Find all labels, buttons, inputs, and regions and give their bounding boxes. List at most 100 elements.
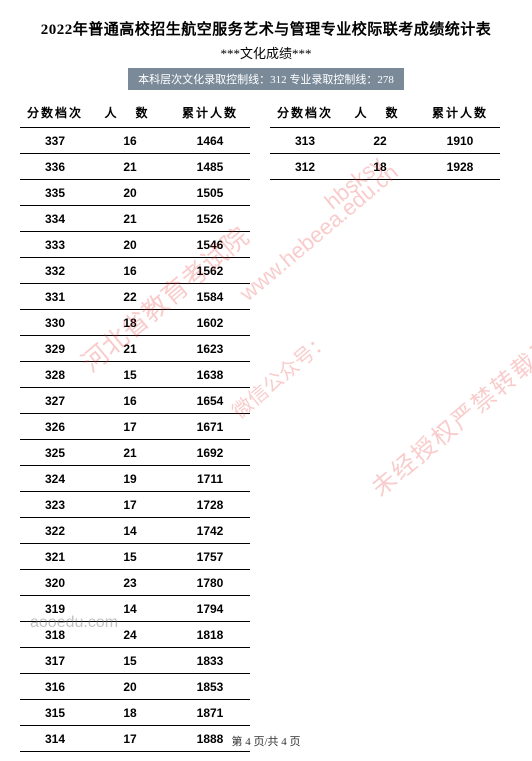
cell-score: 337 xyxy=(20,128,90,154)
cell-score: 334 xyxy=(20,206,90,232)
table-row: 330181602 xyxy=(20,310,250,336)
header-count: 人 数 xyxy=(90,98,170,128)
cell-cum: 1757 xyxy=(170,544,250,570)
cell-cum: 1711 xyxy=(170,466,250,492)
cell-score: 317 xyxy=(20,648,90,674)
table-row: 326171671 xyxy=(20,414,250,440)
page-container: 2022年普通高校招生航空服务艺术与管理专业校际联考成绩统计表 ***文化成绩*… xyxy=(0,0,532,752)
table-row: 323171728 xyxy=(20,492,250,518)
table-header-row: 分数档次 人 数 累计人数 xyxy=(270,98,500,128)
cell-count: 21 xyxy=(90,154,170,180)
cell-cum: 1584 xyxy=(170,284,250,310)
watermark-site: aooedu.com xyxy=(30,614,118,632)
cell-count: 21 xyxy=(90,206,170,232)
header-count: 人 数 xyxy=(340,98,420,128)
cell-count: 19 xyxy=(90,466,170,492)
cell-score: 328 xyxy=(20,362,90,388)
table-row: 322141742 xyxy=(20,518,250,544)
cell-count: 16 xyxy=(90,258,170,284)
cell-cum: 1853 xyxy=(170,674,250,700)
cell-cum: 1928 xyxy=(420,154,500,180)
cell-count: 18 xyxy=(90,700,170,726)
table-row: 335201505 xyxy=(20,180,250,206)
cell-score: 332 xyxy=(20,258,90,284)
cell-score: 312 xyxy=(270,154,340,180)
cell-score: 336 xyxy=(20,154,90,180)
table-row: 324191711 xyxy=(20,466,250,492)
table-row: 316201853 xyxy=(20,674,250,700)
cell-score: 315 xyxy=(20,700,90,726)
table-row: 329211623 xyxy=(20,336,250,362)
table-row: 312181928 xyxy=(270,154,500,180)
table-row: 331221584 xyxy=(20,284,250,310)
cell-cum: 1562 xyxy=(170,258,250,284)
cell-count: 20 xyxy=(90,674,170,700)
cell-cum: 1794 xyxy=(170,596,250,622)
cell-cum: 1910 xyxy=(420,128,500,154)
cell-score: 316 xyxy=(20,674,90,700)
cell-cum: 1546 xyxy=(170,232,250,258)
cell-score: 320 xyxy=(20,570,90,596)
cell-score: 329 xyxy=(20,336,90,362)
cell-cum: 1505 xyxy=(170,180,250,206)
table-header-row: 分数档次 人 数 累计人数 xyxy=(20,98,250,128)
table-row: 337161464 xyxy=(20,128,250,154)
cell-score: 323 xyxy=(20,492,90,518)
cell-count: 17 xyxy=(90,492,170,518)
header-cumulative: 累计人数 xyxy=(170,98,250,128)
cell-score: 331 xyxy=(20,284,90,310)
page-title: 2022年普通高校招生航空服务艺术与管理专业校际联考成绩统计表 xyxy=(20,18,512,39)
header-score: 分数档次 xyxy=(20,98,90,128)
cell-count: 23 xyxy=(90,570,170,596)
cell-cum: 1818 xyxy=(170,622,250,648)
cell-count: 18 xyxy=(90,310,170,336)
cell-score: 335 xyxy=(20,180,90,206)
cell-count: 20 xyxy=(90,232,170,258)
cell-score: 326 xyxy=(20,414,90,440)
cell-count: 16 xyxy=(90,128,170,154)
cell-score: 321 xyxy=(20,544,90,570)
table-row: 320231780 xyxy=(20,570,250,596)
table-row: 333201546 xyxy=(20,232,250,258)
cell-score: 322 xyxy=(20,518,90,544)
table-row: 327161654 xyxy=(20,388,250,414)
header-score: 分数档次 xyxy=(270,98,340,128)
cell-count: 21 xyxy=(90,440,170,466)
cell-cum: 1871 xyxy=(170,700,250,726)
cell-score: 324 xyxy=(20,466,90,492)
score-table-right: 分数档次 人 数 累计人数 313221910312181928 xyxy=(270,98,500,180)
page-footer: 第 4 页/共 4 页 xyxy=(0,733,532,749)
cell-score: 325 xyxy=(20,440,90,466)
cell-count: 18 xyxy=(340,154,420,180)
cell-cum: 1833 xyxy=(170,648,250,674)
cell-score: 330 xyxy=(20,310,90,336)
page-subtitle: ***文化成绩*** xyxy=(20,43,512,62)
table-row: 336211485 xyxy=(20,154,250,180)
table-row: 317151833 xyxy=(20,648,250,674)
cell-count: 16 xyxy=(90,388,170,414)
tables-wrap: 分数档次 人 数 累计人数 33716146433621148533520150… xyxy=(20,98,512,752)
cell-cum: 1742 xyxy=(170,518,250,544)
table-row: 332161562 xyxy=(20,258,250,284)
cell-cum: 1638 xyxy=(170,362,250,388)
cell-count: 22 xyxy=(340,128,420,154)
table-row: 334211526 xyxy=(20,206,250,232)
cell-score: 313 xyxy=(270,128,340,154)
cell-cum: 1623 xyxy=(170,336,250,362)
table-row: 328151638 xyxy=(20,362,250,388)
score-table-left: 分数档次 人 数 累计人数 33716146433621148533520150… xyxy=(20,98,250,752)
cell-score: 327 xyxy=(20,388,90,414)
cell-count: 20 xyxy=(90,180,170,206)
cell-count: 22 xyxy=(90,284,170,310)
cell-cum: 1485 xyxy=(170,154,250,180)
cell-cum: 1602 xyxy=(170,310,250,336)
cell-count: 15 xyxy=(90,362,170,388)
header-cumulative: 累计人数 xyxy=(420,98,500,128)
cell-cum: 1692 xyxy=(170,440,250,466)
cell-cum: 1671 xyxy=(170,414,250,440)
cell-count: 17 xyxy=(90,414,170,440)
control-line-badge: 本科层次文化录取控制线：312 专业录取控制线：278 xyxy=(128,68,404,90)
cell-count: 14 xyxy=(90,518,170,544)
cell-count: 15 xyxy=(90,544,170,570)
cell-count: 21 xyxy=(90,336,170,362)
